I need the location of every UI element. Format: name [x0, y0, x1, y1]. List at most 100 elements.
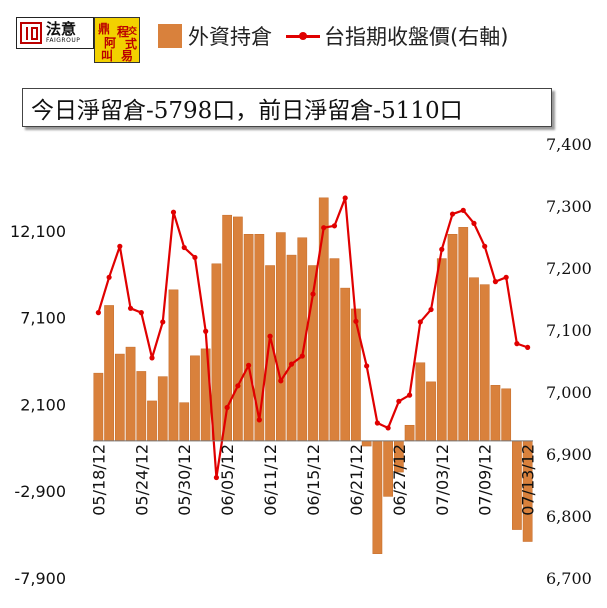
bar-06/28/12 — [404, 424, 415, 442]
bar-series — [93, 197, 533, 554]
price-point-06/11/12 — [267, 333, 273, 339]
price-point-07/12/12 — [514, 341, 520, 347]
price-point-07/03/12 — [439, 246, 445, 252]
price-point-05/24/12 — [138, 310, 144, 316]
price-point-06/06/12 — [235, 383, 241, 389]
right-tick-label: 7,300 — [546, 197, 592, 216]
badge-char: 叫 — [101, 49, 114, 63]
price-point-05/28/12 — [160, 319, 166, 325]
badge-char: 易 — [121, 49, 134, 63]
fai-logo-mark — [20, 22, 42, 44]
price-point-07/06/12 — [471, 220, 477, 226]
price-point-05/22/12 — [117, 243, 123, 249]
right-tick-label: 7,200 — [546, 259, 592, 278]
line-series — [95, 195, 531, 481]
legend-bar-swatch — [158, 24, 182, 48]
right-tick-label: 7,100 — [546, 321, 592, 340]
x-tick-label: 06/21/12 — [347, 444, 366, 516]
badge-char: 程 — [117, 25, 130, 39]
bar-07/10/12 — [490, 385, 501, 442]
price-point-06/15/12 — [310, 291, 316, 297]
chart-legend: 外資持倉 台指期收盤價(右軸) — [158, 18, 508, 54]
x-tick-label: 07/03/12 — [433, 444, 452, 516]
price-point-06/12/12 — [278, 378, 284, 384]
price-point-07/10/12 — [492, 279, 499, 285]
net-position-headline-box: 今日淨留倉-5798口，前日淨留倉-5110口 — [22, 88, 552, 127]
fai-logo-text: 法意 FAIGROUP — [46, 21, 80, 45]
price-point-06/14/12 — [299, 353, 305, 359]
price-point-06/25/12 — [374, 420, 380, 426]
x-tick-label: 07/09/12 — [476, 444, 495, 516]
bar-06/07/12 — [243, 234, 254, 442]
x-tick-label: 05/30/12 — [175, 444, 194, 516]
bar-05/30/12 — [179, 402, 190, 442]
price-point-06/07/12 — [246, 362, 252, 368]
bar-06/29/12 — [415, 362, 426, 442]
price-point-05/31/12 — [192, 254, 198, 261]
x-tick-label: 07/13/12 — [519, 444, 538, 516]
bar-07/09/12 — [479, 284, 490, 442]
net-position-headline: 今日淨留倉-5798口，前日淨留倉-5110口 — [31, 97, 463, 124]
bar-06/20/12 — [340, 287, 351, 442]
badge-char: 式 — [125, 37, 138, 51]
right-tick-label: 6,700 — [546, 569, 592, 588]
x-tick-label: 05/24/12 — [132, 444, 151, 516]
left-tick-label: 7,100 — [20, 309, 66, 328]
left-axis: -7,900 -2,900 2,100 7,100 12,100 — [10, 222, 66, 588]
price-point-07/11/12 — [503, 274, 509, 280]
program-trading-badge: 鼎 程 式 阿 叫 易 交 — [94, 17, 140, 63]
x-tick-label: 06/05/12 — [218, 444, 237, 516]
bar-07/11/12 — [501, 388, 512, 442]
bar-06/13/12 — [286, 254, 297, 442]
x-axis: 05/18/12 05/24/12 05/30/12 06/05/12 06/11/12… — [89, 440, 538, 516]
price-point-07/02/12 — [428, 306, 434, 313]
left-tick-label: 2,100 — [20, 395, 66, 414]
price-point-07/04/12 — [449, 211, 456, 217]
price-point-06/19/12 — [331, 223, 338, 229]
price-point-06/04/12 — [213, 474, 220, 481]
price-point-06/01/12 — [203, 328, 209, 334]
bar-05/18/12 — [93, 372, 104, 442]
x-tick-label: 06/27/12 — [390, 444, 409, 516]
badge-char: 鼎 — [98, 22, 111, 36]
price-point-06/21/12 — [353, 318, 359, 324]
x-tick-label: 06/11/12 — [261, 444, 280, 516]
price-point-06/22/12 — [364, 363, 370, 369]
bar-05/29/12 — [168, 289, 179, 442]
bar-06/25/12 — [372, 440, 383, 554]
fai-logo: 法意 FAIGROUP — [16, 17, 94, 49]
fai-logo-subtext: FAIGROUP — [46, 37, 81, 44]
x-tick-label: 05/18/12 — [89, 444, 108, 516]
price-point-07/13/12 — [525, 344, 531, 350]
bar-07/04/12 — [447, 234, 458, 442]
bar-05/24/12 — [136, 371, 147, 442]
price-point-06/28/12 — [406, 392, 413, 398]
bar-06/19/12 — [329, 258, 340, 442]
right-tick-label: 6,800 — [546, 507, 592, 526]
price-point-07/05/12 — [460, 207, 466, 213]
bar-06/04/12 — [211, 263, 222, 442]
bar-05/21/12 — [104, 305, 114, 442]
bar-06/12/12 — [275, 232, 286, 442]
bar-05/28/12 — [157, 376, 168, 442]
left-tick-label: -2,900 — [14, 482, 66, 501]
bar-06/21/12 — [351, 308, 361, 442]
price-point-05/21/12 — [106, 274, 112, 280]
price-point-05/30/12 — [181, 244, 187, 251]
legend-line-swatch — [286, 24, 320, 48]
right-tick-label: 7,400 — [546, 135, 592, 154]
price-point-07/09/12 — [482, 243, 488, 249]
bar-05/25/12 — [147, 400, 157, 442]
price-point-06/18/12 — [321, 225, 327, 231]
badge-char: 阿 — [104, 36, 117, 50]
left-tick-label: 12,100 — [10, 222, 66, 241]
left-tick-label: -7,900 — [14, 569, 66, 588]
bar-07/06/12 — [469, 277, 479, 442]
legend-bar-label: 外資持倉 — [188, 25, 272, 49]
price-point-05/25/12 — [149, 355, 155, 361]
price-point-05/23/12 — [127, 305, 134, 311]
right-axis: 6,700 6,800 6,900 7,000 7,100 7,200 7,300 7,400 — [546, 135, 592, 588]
price-point-05/18/12 — [95, 310, 101, 316]
right-tick-label: 6,900 — [546, 445, 592, 464]
